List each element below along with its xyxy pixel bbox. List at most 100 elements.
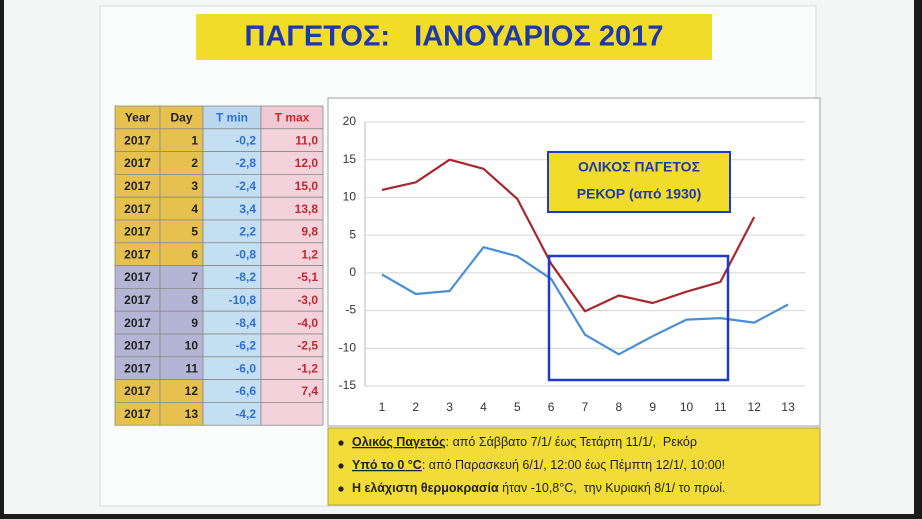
cell-text: 2017 (124, 202, 151, 216)
cell-text: 9,8 (301, 225, 318, 239)
cell-text: 2017 (124, 156, 151, 170)
cell-text: -8,4 (235, 316, 256, 330)
cell-text: -1,2 (297, 361, 318, 375)
cell-text: 6 (191, 247, 198, 261)
note-text: ήταν -10,8°C, την Κυριακή 8/1/ το πρωί. (499, 481, 726, 495)
cell-text: 3 (191, 179, 198, 193)
table-cell (260, 401, 324, 426)
y-tick-label: 0 (349, 265, 356, 279)
cell-text: 4 (191, 202, 198, 216)
x-tick-label: 4 (480, 400, 487, 414)
x-tick-label: 5 (514, 400, 521, 414)
cell-text: -6,6 (235, 384, 256, 398)
cell-text: 7 (191, 270, 198, 284)
cell-text: 2017 (124, 407, 151, 421)
x-tick-label: 11 (714, 400, 727, 414)
cell-text: 2 (191, 156, 198, 170)
x-tick-label: 3 (446, 400, 453, 414)
cell-text: 10 (185, 339, 199, 353)
cell-text: -3,0 (297, 293, 318, 307)
y-tick-label: -10 (339, 340, 357, 354)
bullet (338, 440, 344, 446)
cell-text: 7,4 (301, 384, 318, 398)
cell-text: 11 (185, 361, 198, 375)
x-tick-label: 8 (616, 400, 623, 414)
series-line (381, 246, 789, 356)
header-text: T max (275, 111, 310, 125)
y-tick-label: 5 (349, 227, 356, 241)
cell-text: -2,5 (297, 339, 318, 353)
chart-area (327, 97, 821, 427)
x-tick-label: 6 (548, 400, 555, 414)
cell-text: 13,8 (295, 202, 319, 216)
cell-text: -0,8 (235, 247, 256, 261)
cell-text: 5 (191, 225, 198, 239)
cell-text: 2017 (124, 247, 151, 261)
cell-text: 2017 (124, 179, 151, 193)
annotation-text: ΟΛΙΚΟΣ ΠΑΓΕΤΟΣ (578, 159, 700, 175)
cell-text: 12 (185, 384, 199, 398)
x-tick-label: 13 (781, 400, 795, 414)
cell-text: 1,2 (301, 247, 318, 261)
cell-text: 2017 (124, 384, 151, 398)
cell-text: -4,0 (297, 316, 318, 330)
cell-text: 2017 (124, 293, 151, 307)
notes: Ολικός Παγετός: από Σάββατο 7/1/ έως Τετ… (338, 435, 726, 495)
note-label: Υπό το 0 °C (352, 458, 422, 472)
cell-text: 2017 (124, 339, 151, 353)
cell-text: 3,4 (239, 202, 256, 216)
y-tick-label: 10 (343, 190, 357, 204)
cell-text: 8 (191, 293, 198, 307)
cell-text: 2017 (124, 225, 151, 239)
cell-text: 2017 (124, 133, 151, 147)
x-tick-label: 2 (412, 400, 419, 414)
cell-text: -0,2 (235, 133, 256, 147)
x-tick-label: 12 (748, 400, 762, 414)
cell-text: 9 (191, 316, 198, 330)
notes-box (327, 427, 821, 506)
title: ΠΑΓΕΤΟΣ: ΙΑΝΟΥΑΡΙΟΣ 2017 (245, 21, 664, 53)
y-tick-label: 20 (343, 114, 357, 128)
x-tick-label: 7 (582, 400, 589, 414)
note-label: Ολικός Παγετός (352, 435, 446, 449)
note-text: : από Σάββατο 7/1/ έως Τετάρτη 11/1/, Ρε… (446, 435, 697, 449)
x-tick-label: 1 (379, 400, 386, 414)
x-tick-label: 9 (649, 400, 656, 414)
cell-text: -2,4 (235, 179, 256, 193)
header-text: Day (170, 111, 192, 125)
cell-text: 13 (185, 407, 199, 421)
cell-text: 2017 (124, 270, 151, 284)
cell-text: 2017 (124, 361, 151, 375)
series-line (381, 158, 756, 313)
note: Η ελάχιστη θερμοκρασία ήταν -10,8°C, την… (352, 481, 726, 495)
y-tick-label: -15 (339, 378, 357, 392)
note-text: : από Παρασκευή 6/1/, 12:00 έως Πέμπτη 1… (422, 458, 725, 472)
bullet (338, 486, 344, 492)
annotation-text: ΡΕΚΟΡ (από 1930) (577, 186, 702, 202)
annotation-box (547, 151, 731, 213)
cell-text: 12,0 (295, 156, 319, 170)
cell-text: -8,2 (235, 270, 256, 284)
bullet (338, 463, 344, 469)
note: Ολικός Παγετός: από Σάββατο 7/1/ έως Τετ… (352, 435, 697, 449)
header-text: Year (125, 111, 151, 125)
cell-text: -2,8 (235, 156, 256, 170)
cell-text: 1 (191, 133, 198, 147)
cell-text: -5,1 (297, 270, 318, 284)
cell-text: 2017 (124, 316, 151, 330)
cell-text: -6,2 (235, 339, 256, 353)
header-text: T min (216, 111, 248, 125)
cell-text: 2,2 (239, 225, 256, 239)
frost-period-box (547, 254, 730, 382)
cell-text: 15,0 (295, 179, 319, 193)
title-banner (196, 14, 712, 60)
data-table: Year Day T min T max 2017 1 -0,2 11,0 2017 2 -2,8 1… (114, 105, 324, 426)
x-tick-label: 10 (680, 400, 694, 414)
cell-text: -4,2 (235, 407, 256, 421)
cell-text: -6,0 (235, 361, 256, 375)
note: Υπό το 0 °C: από Παρασκευή 6/1/, 12:00 έ… (352, 458, 725, 472)
cell-text: -10,8 (229, 293, 257, 307)
y-tick-label: 15 (343, 152, 357, 166)
